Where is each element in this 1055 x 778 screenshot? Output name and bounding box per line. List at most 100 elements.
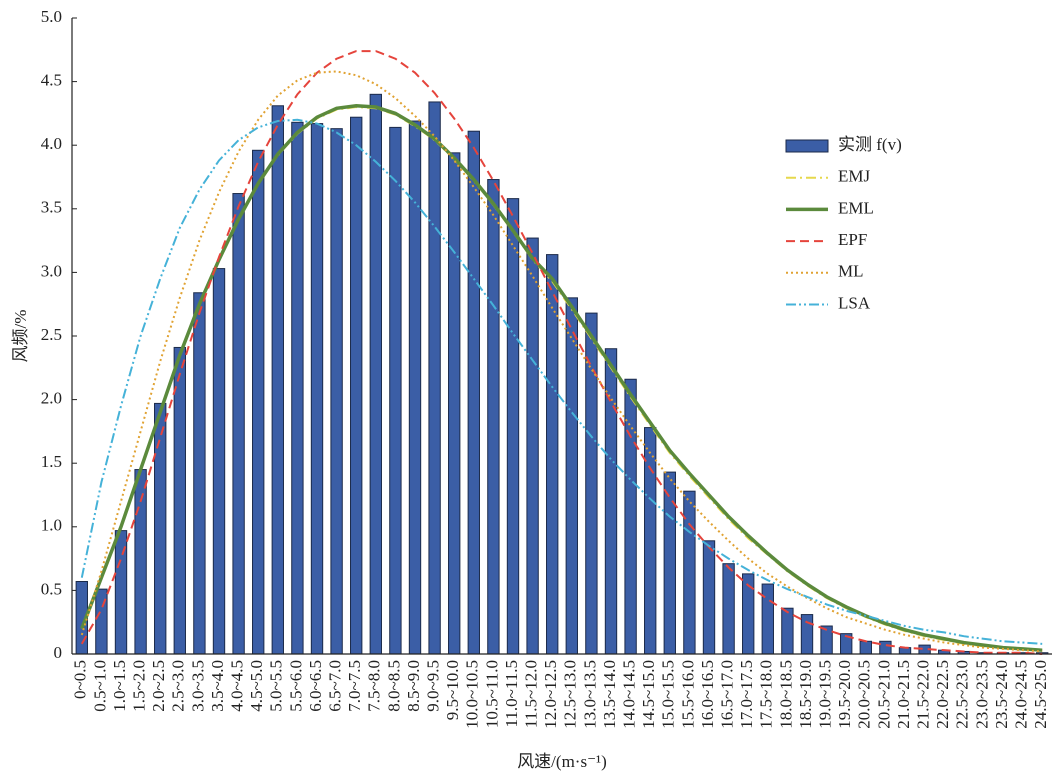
bar: [350, 116, 363, 655]
x-tick-label: 14.5~15.0: [639, 660, 658, 729]
legend-swatch: [785, 139, 829, 153]
x-tick-label: 19.5~20.0: [835, 660, 854, 729]
x-tick-label: 4.0~4.5: [228, 660, 247, 712]
x-tick-label: 10.0~10.5: [463, 660, 482, 729]
bar: [310, 123, 324, 655]
legend-label: EPF: [838, 230, 867, 249]
bar: [291, 121, 304, 655]
x-tick-label: 7.0~7.5: [345, 660, 364, 712]
x-tick-label: 6.0~6.5: [306, 660, 325, 712]
x-tick-label: 15.0~15.5: [659, 660, 678, 729]
y-tick-label: 2.5: [41, 325, 62, 344]
y-tick-label: 4.0: [41, 134, 62, 153]
x-tick-label: 21.5~22.0: [914, 660, 933, 729]
x-tick-label: 13.5~14.0: [600, 660, 619, 729]
x-tick-label: 16.0~16.5: [698, 660, 717, 729]
bar: [448, 152, 461, 655]
x-tick-label: 15.5~16.0: [678, 660, 697, 729]
legend-label: EMJ: [838, 167, 871, 186]
x-tick-label: 2.0~2.5: [149, 660, 168, 712]
bar: [859, 640, 872, 655]
x-tick-label: 2.5~3.0: [169, 660, 188, 712]
bar: [644, 427, 657, 655]
x-tick-label: 8.5~9.0: [404, 660, 423, 712]
legend-label: 实测 f(v): [838, 135, 902, 154]
x-tick-label: 1.5~2.0: [130, 660, 149, 712]
y-tick-label: 0.5: [41, 579, 62, 598]
x-tick-label: 6.5~7.0: [326, 660, 345, 712]
bar: [526, 237, 539, 655]
x-tick-label: 9.5~10.0: [443, 660, 462, 720]
legend-label: ML: [838, 262, 864, 281]
bar: [781, 607, 794, 655]
line-series: [80, 118, 1043, 645]
bar: [212, 268, 226, 655]
bar: [546, 254, 559, 655]
bar: [683, 490, 696, 655]
line-series: [80, 104, 1043, 652]
bar: [232, 193, 245, 655]
y-tick-label: 2.0: [41, 389, 62, 408]
x-tick-label: 5.5~6.0: [286, 660, 305, 712]
x-axis-label: 风速/(m·s⁻¹): [517, 752, 607, 771]
x-tick-label: 12.0~12.5: [541, 660, 560, 729]
x-tick-label: 3.5~4.0: [208, 660, 227, 712]
bar: [369, 93, 382, 655]
x-tick-label: 5.0~5.5: [267, 660, 286, 712]
x-tick-label: 3.0~3.5: [188, 660, 207, 712]
bar: [722, 563, 735, 655]
line-series: [80, 50, 1043, 655]
legend-label: EML: [838, 198, 874, 217]
x-tick-label: 8.0~8.5: [384, 660, 403, 712]
y-tick-label: 3.5: [41, 198, 62, 217]
x-tick-label: 0~0.5: [71, 660, 90, 699]
bar: [193, 292, 206, 655]
x-tick-label: 20.0~20.5: [855, 660, 874, 729]
x-tick-label: 7.5~8.0: [365, 660, 384, 712]
y-tick-label: 1.5: [41, 452, 62, 471]
bar: [408, 120, 422, 655]
y-tick-label: 5.0: [41, 7, 62, 26]
x-tick-label: 22.5~23.0: [953, 660, 972, 729]
x-tick-label: 24.5~25.0: [1031, 660, 1050, 729]
x-tick-label: 18.0~18.5: [776, 660, 795, 729]
bar: [428, 101, 441, 655]
x-tick-label: 11.5~12.0: [522, 660, 541, 728]
bar: [487, 179, 500, 655]
bar: [467, 130, 480, 655]
x-tick-label: 13.0~13.5: [580, 660, 599, 729]
bar: [271, 105, 284, 655]
y-axis-label: 风频/%: [11, 310, 30, 363]
y-tick-label: 3.0: [41, 261, 62, 280]
bar: [702, 540, 716, 655]
y-tick-label: 1.0: [41, 516, 62, 535]
x-tick-label: 4.5~5.0: [247, 660, 266, 712]
x-tick-label: 9.0~9.5: [424, 660, 443, 712]
x-tick-label: 19.0~19.5: [816, 660, 835, 729]
x-tick-label: 10.5~11.0: [482, 660, 501, 728]
line-series: [80, 70, 1043, 653]
y-tick-label: 0: [54, 643, 63, 662]
bar: [134, 469, 147, 655]
x-tick-label: 11.0~11.5: [502, 660, 521, 727]
line-series: [80, 106, 1043, 652]
x-tick-label: 16.5~17.0: [718, 660, 737, 729]
x-tick-label: 12.5~13.0: [561, 660, 580, 729]
bar: [565, 297, 578, 655]
x-tick-label: 23.5~24.0: [992, 660, 1011, 729]
bar: [663, 471, 676, 655]
bar: [252, 149, 265, 655]
bar: [506, 198, 520, 655]
x-tick-label: 24.0~24.5: [1012, 660, 1031, 729]
bar: [800, 614, 814, 655]
x-tick-label: 1.0~1.5: [110, 660, 129, 712]
x-tick-label: 21.0~21.5: [894, 660, 913, 729]
bar: [330, 128, 343, 655]
x-tick-label: 0.5~1.0: [90, 660, 109, 712]
x-tick-label: 17.5~18.0: [757, 660, 776, 729]
x-tick-label: 17.0~17.5: [737, 660, 756, 729]
bar: [879, 640, 892, 655]
legend-label: LSA: [838, 293, 871, 312]
bar: [585, 312, 598, 655]
